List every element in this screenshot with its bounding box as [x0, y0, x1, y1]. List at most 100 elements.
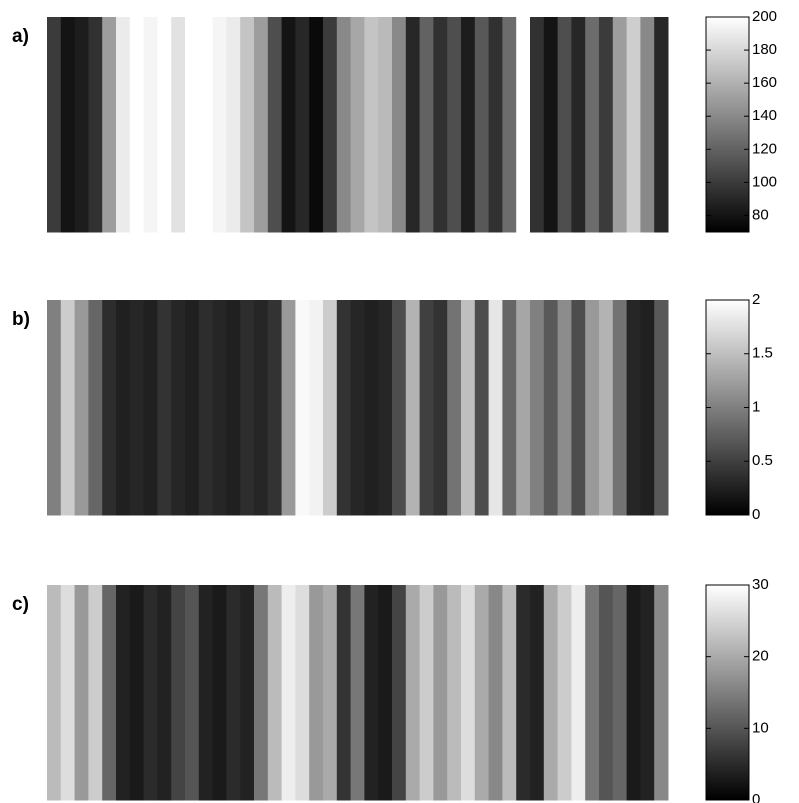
heatmap-cell [47, 17, 62, 233]
heatmap-cell [419, 585, 434, 801]
heatmap-cell [612, 300, 628, 516]
colorbar-tick-label: 120 [752, 140, 777, 157]
heatmap-cell [585, 300, 600, 516]
heatmap-cell [502, 17, 517, 233]
heatmap-cell [336, 585, 352, 801]
heatmap-cell [309, 585, 324, 801]
heatmap-cell [571, 300, 586, 516]
heatmap-cell [226, 17, 241, 233]
heatmap-cell [474, 300, 490, 516]
heatmap-cell [171, 17, 186, 233]
heatmap-cell [323, 585, 338, 801]
heatmap-cell [198, 585, 214, 801]
heatmap-cell [60, 17, 76, 233]
colorbar-tick-label: 10 [752, 719, 769, 736]
heatmap-cell [47, 300, 62, 516]
colorbar-tick-label: 0 [752, 506, 760, 523]
heatmap-cell [364, 585, 379, 801]
heatmap-cell [240, 585, 255, 801]
heatmap-cell [185, 300, 200, 516]
heatmap-cell [350, 585, 365, 801]
heatmap-cell [102, 17, 117, 233]
heatmap-cell [364, 300, 379, 516]
heatmap-cell [530, 17, 545, 233]
colorbar-tick-label: 80 [752, 206, 769, 223]
heatmap-cell [143, 585, 158, 801]
colorbar-tick-label: 180 [752, 41, 777, 58]
heatmap-cell [378, 300, 393, 516]
heatmap-cell [129, 585, 145, 801]
colorbar-tick-label: 2 [752, 291, 760, 308]
heatmap-cell [612, 585, 628, 801]
heatmap-cell [419, 300, 434, 516]
heatmap-cell [171, 585, 186, 801]
heatmap-cell [254, 300, 269, 516]
heatmap-cell [74, 585, 89, 801]
heatmap-cell [295, 585, 310, 801]
heatmap-cell [626, 585, 641, 801]
heatmap-cell [461, 17, 476, 233]
heatmap-cell [599, 17, 614, 233]
heatmap-cell [226, 585, 241, 801]
heatmap-cell [254, 17, 269, 233]
heatmap-cell [323, 300, 338, 516]
panel-label: a) [12, 26, 29, 47]
heatmap-cell [157, 17, 172, 233]
heatmap-cell [419, 17, 434, 233]
heatmap-cell [405, 17, 421, 233]
heatmap-cell [350, 17, 365, 233]
heatmap-cell [102, 300, 117, 516]
heatmap-cell [129, 300, 145, 516]
colorbar-tick-label: 1 [752, 398, 760, 415]
colorbar-tick-label: 140 [752, 107, 777, 124]
heatmap-cell [129, 17, 145, 233]
heatmap-cell [433, 585, 448, 801]
heatmap-cell [530, 300, 545, 516]
panel-label: c) [12, 594, 29, 615]
heatmap-cell [378, 585, 393, 801]
heatmap-cell [516, 300, 531, 516]
heatmap-cell [185, 17, 200, 233]
heatmap-cell [364, 17, 379, 233]
heatmap-cell [295, 300, 310, 516]
heatmap-cell [571, 585, 586, 801]
heatmap-cell [543, 300, 559, 516]
heatmap-cell [60, 300, 76, 516]
heatmap-cell [309, 300, 324, 516]
heatmap-cell [226, 300, 241, 516]
colorbar-tick-label: 200 [752, 8, 777, 25]
colorbar [705, 299, 750, 516]
heatmap-cell [447, 585, 462, 801]
heatmap-cell [88, 300, 103, 516]
colorbar [705, 584, 750, 801]
heatmap-cell [281, 17, 296, 233]
heatmap-cell [212, 300, 227, 516]
heatmap-cell [502, 300, 517, 516]
heatmap-cell [654, 585, 669, 801]
heatmap-cell [626, 300, 641, 516]
heatmap-cell [323, 17, 338, 233]
heatmap-cell [378, 17, 393, 233]
heatmap-cell [433, 17, 448, 233]
heatmap-cell [557, 300, 572, 516]
heatmap-cell [74, 300, 89, 516]
heatmap-cell [116, 17, 131, 233]
heatmap-cell [516, 585, 531, 801]
heatmap-cell [240, 17, 255, 233]
colorbar-tick-label: 30 [752, 576, 769, 593]
heatmap-cell [392, 585, 407, 801]
heatmap-cell [254, 585, 269, 801]
heatmap-cell [295, 17, 310, 233]
heatmap-cell [47, 585, 62, 801]
heatmap-cell [543, 17, 559, 233]
heatmap-cell [281, 585, 296, 801]
heatmap-cell [309, 17, 324, 233]
heatmap-cell [102, 585, 117, 801]
heatmap-cell [654, 17, 669, 233]
heatmap-cell [557, 585, 572, 801]
heatmap-cell [461, 300, 476, 516]
heatmap-cell [405, 585, 421, 801]
colorbar-tick-label: 20 [752, 648, 769, 665]
heatmap-cell [543, 585, 559, 801]
heatmap-cell [599, 300, 614, 516]
